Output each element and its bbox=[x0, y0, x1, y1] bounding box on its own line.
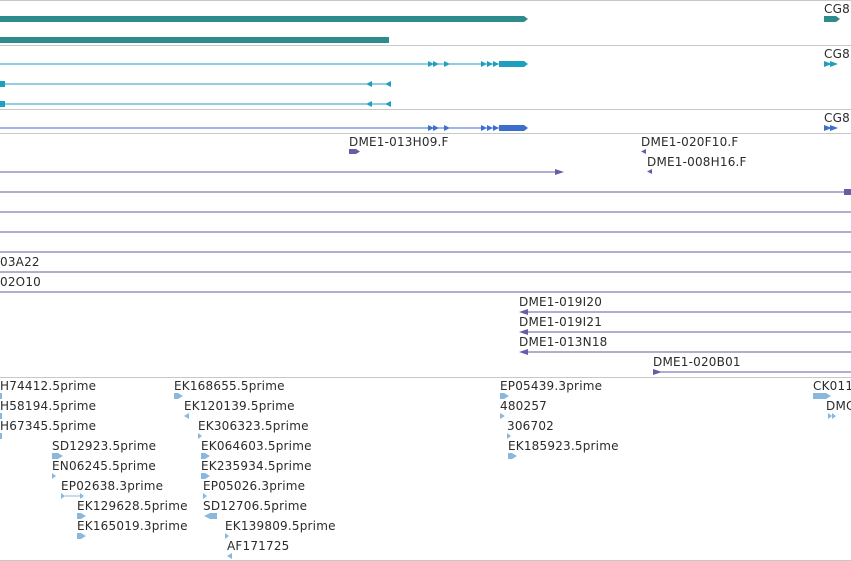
bac-clone[interactable] bbox=[519, 309, 851, 315]
est-label[interactable]: 306702 bbox=[507, 419, 555, 433]
est-glyph[interactable] bbox=[61, 493, 65, 499]
est-label[interactable]: EK064603.5prime bbox=[201, 439, 312, 453]
bac-clone[interactable] bbox=[519, 329, 851, 335]
bac-clone[interactable] bbox=[653, 369, 851, 375]
est-glyph[interactable] bbox=[0, 393, 2, 399]
bac-label-dme1-013h09[interactable]: DME1-013H09.F bbox=[349, 135, 449, 149]
est-glyph[interactable] bbox=[227, 553, 232, 559]
est-glyph[interactable] bbox=[77, 533, 86, 539]
est-label[interactable]: EK129628.5prime bbox=[77, 499, 188, 513]
est-label[interactable]: EN06245.5prime bbox=[52, 459, 156, 473]
est-label[interactable]: H58194.5prime bbox=[0, 399, 97, 413]
est-label[interactable]: H67345.5prime bbox=[0, 419, 97, 433]
est-label[interactable]: EK235934.5prime bbox=[201, 459, 312, 473]
gene-track-1-label[interactable]: CG8 bbox=[824, 2, 850, 16]
est-glyph[interactable] bbox=[832, 413, 836, 419]
bac-label-02o10[interactable]: 02O10 bbox=[0, 275, 41, 289]
est-glyph[interactable] bbox=[174, 393, 183, 399]
est-glyph[interactable] bbox=[0, 433, 2, 439]
bac-label-03a22[interactable]: 03A22 bbox=[0, 255, 40, 269]
est-label[interactable]: EK306323.5prime bbox=[198, 419, 309, 433]
transcript-cyan[interactable] bbox=[0, 101, 391, 107]
est-glyph[interactable] bbox=[828, 413, 832, 419]
bac-label-dme1-013n18[interactable]: DME1-013N18 bbox=[519, 335, 608, 349]
transcript-blue[interactable] bbox=[824, 125, 838, 131]
est-glyph[interactable] bbox=[203, 493, 207, 499]
est-glyph[interactable] bbox=[77, 513, 86, 519]
est-glyph[interactable] bbox=[507, 433, 511, 439]
est-glyph[interactable] bbox=[198, 433, 202, 439]
est-label[interactable]: EK185923.5prime bbox=[508, 439, 619, 453]
est-label[interactable]: EP02638.3prime bbox=[61, 479, 164, 493]
bac-label-dme1-008h16[interactable]: DME1-008H16.F bbox=[647, 155, 747, 169]
transcript-blue[interactable] bbox=[0, 125, 528, 131]
gene-model-teal[interactable] bbox=[0, 16, 528, 22]
est-label[interactable]: AF171725 bbox=[227, 539, 290, 553]
est-label[interactable]: DMC bbox=[826, 399, 851, 413]
est-glyph[interactable] bbox=[52, 453, 63, 459]
est-glyph[interactable] bbox=[500, 413, 505, 419]
est-glyph[interactable] bbox=[500, 393, 509, 399]
gene-model-teal[interactable] bbox=[824, 16, 836, 22]
bac-end-glyph[interactable] bbox=[641, 149, 646, 154]
bac-label-dme1-020f10[interactable]: DME1-020F10.F bbox=[641, 135, 739, 149]
bac-clone[interactable] bbox=[0, 169, 564, 175]
est-label[interactable]: EP05439.3prime bbox=[500, 379, 603, 393]
est-label[interactable]: CK011 bbox=[813, 379, 851, 393]
bac-end-glyph[interactable] bbox=[647, 169, 652, 174]
bac-end-glyph[interactable] bbox=[349, 149, 360, 154]
bac-label-dme1-019i21[interactable]: DME1-019I21 bbox=[519, 315, 603, 329]
est-glyph[interactable] bbox=[813, 393, 831, 399]
gene-track-2-label[interactable]: CG8 bbox=[824, 47, 850, 61]
transcript-cyan[interactable] bbox=[824, 61, 838, 67]
est-label[interactable]: 480257 bbox=[500, 399, 548, 413]
transcript-cyan[interactable] bbox=[0, 81, 391, 87]
gene-model-teal[interactable] bbox=[0, 37, 389, 43]
strand-arrow-icon bbox=[836, 16, 840, 22]
est-label[interactable]: SD12706.5prime bbox=[203, 499, 308, 513]
est-glyph[interactable] bbox=[201, 453, 210, 459]
est-glyph[interactable] bbox=[204, 513, 217, 519]
transcript-cyan[interactable] bbox=[0, 61, 528, 67]
bac-clone[interactable] bbox=[0, 189, 851, 195]
est-glyph[interactable] bbox=[201, 473, 210, 479]
gene-track-3-label[interactable]: CG8 bbox=[824, 111, 850, 125]
bac-label-dme1-019i20[interactable]: DME1-019I20 bbox=[519, 295, 603, 309]
est-glyph[interactable] bbox=[52, 473, 56, 479]
est-glyph[interactable] bbox=[508, 453, 517, 459]
est-glyph[interactable] bbox=[0, 413, 2, 419]
est-label[interactable]: EK165019.3prime bbox=[77, 519, 188, 533]
est-glyph[interactable] bbox=[184, 413, 189, 419]
bac-label-dme1-020b01[interactable]: DME1-020B01 bbox=[653, 355, 741, 369]
est-label[interactable]: EK168655.5prime bbox=[174, 379, 285, 393]
est-label[interactable]: H74412.5prime bbox=[0, 379, 97, 393]
est-glyph[interactable] bbox=[80, 493, 84, 499]
est-glyph[interactable] bbox=[225, 533, 229, 539]
est-label[interactable]: EP05026.3prime bbox=[203, 479, 306, 493]
est-label[interactable]: SD12923.5prime bbox=[52, 439, 157, 453]
est-label[interactable]: EK139809.5prime bbox=[225, 519, 336, 533]
est-label[interactable]: EK120139.5prime bbox=[184, 399, 295, 413]
bac-clone[interactable] bbox=[519, 349, 851, 355]
